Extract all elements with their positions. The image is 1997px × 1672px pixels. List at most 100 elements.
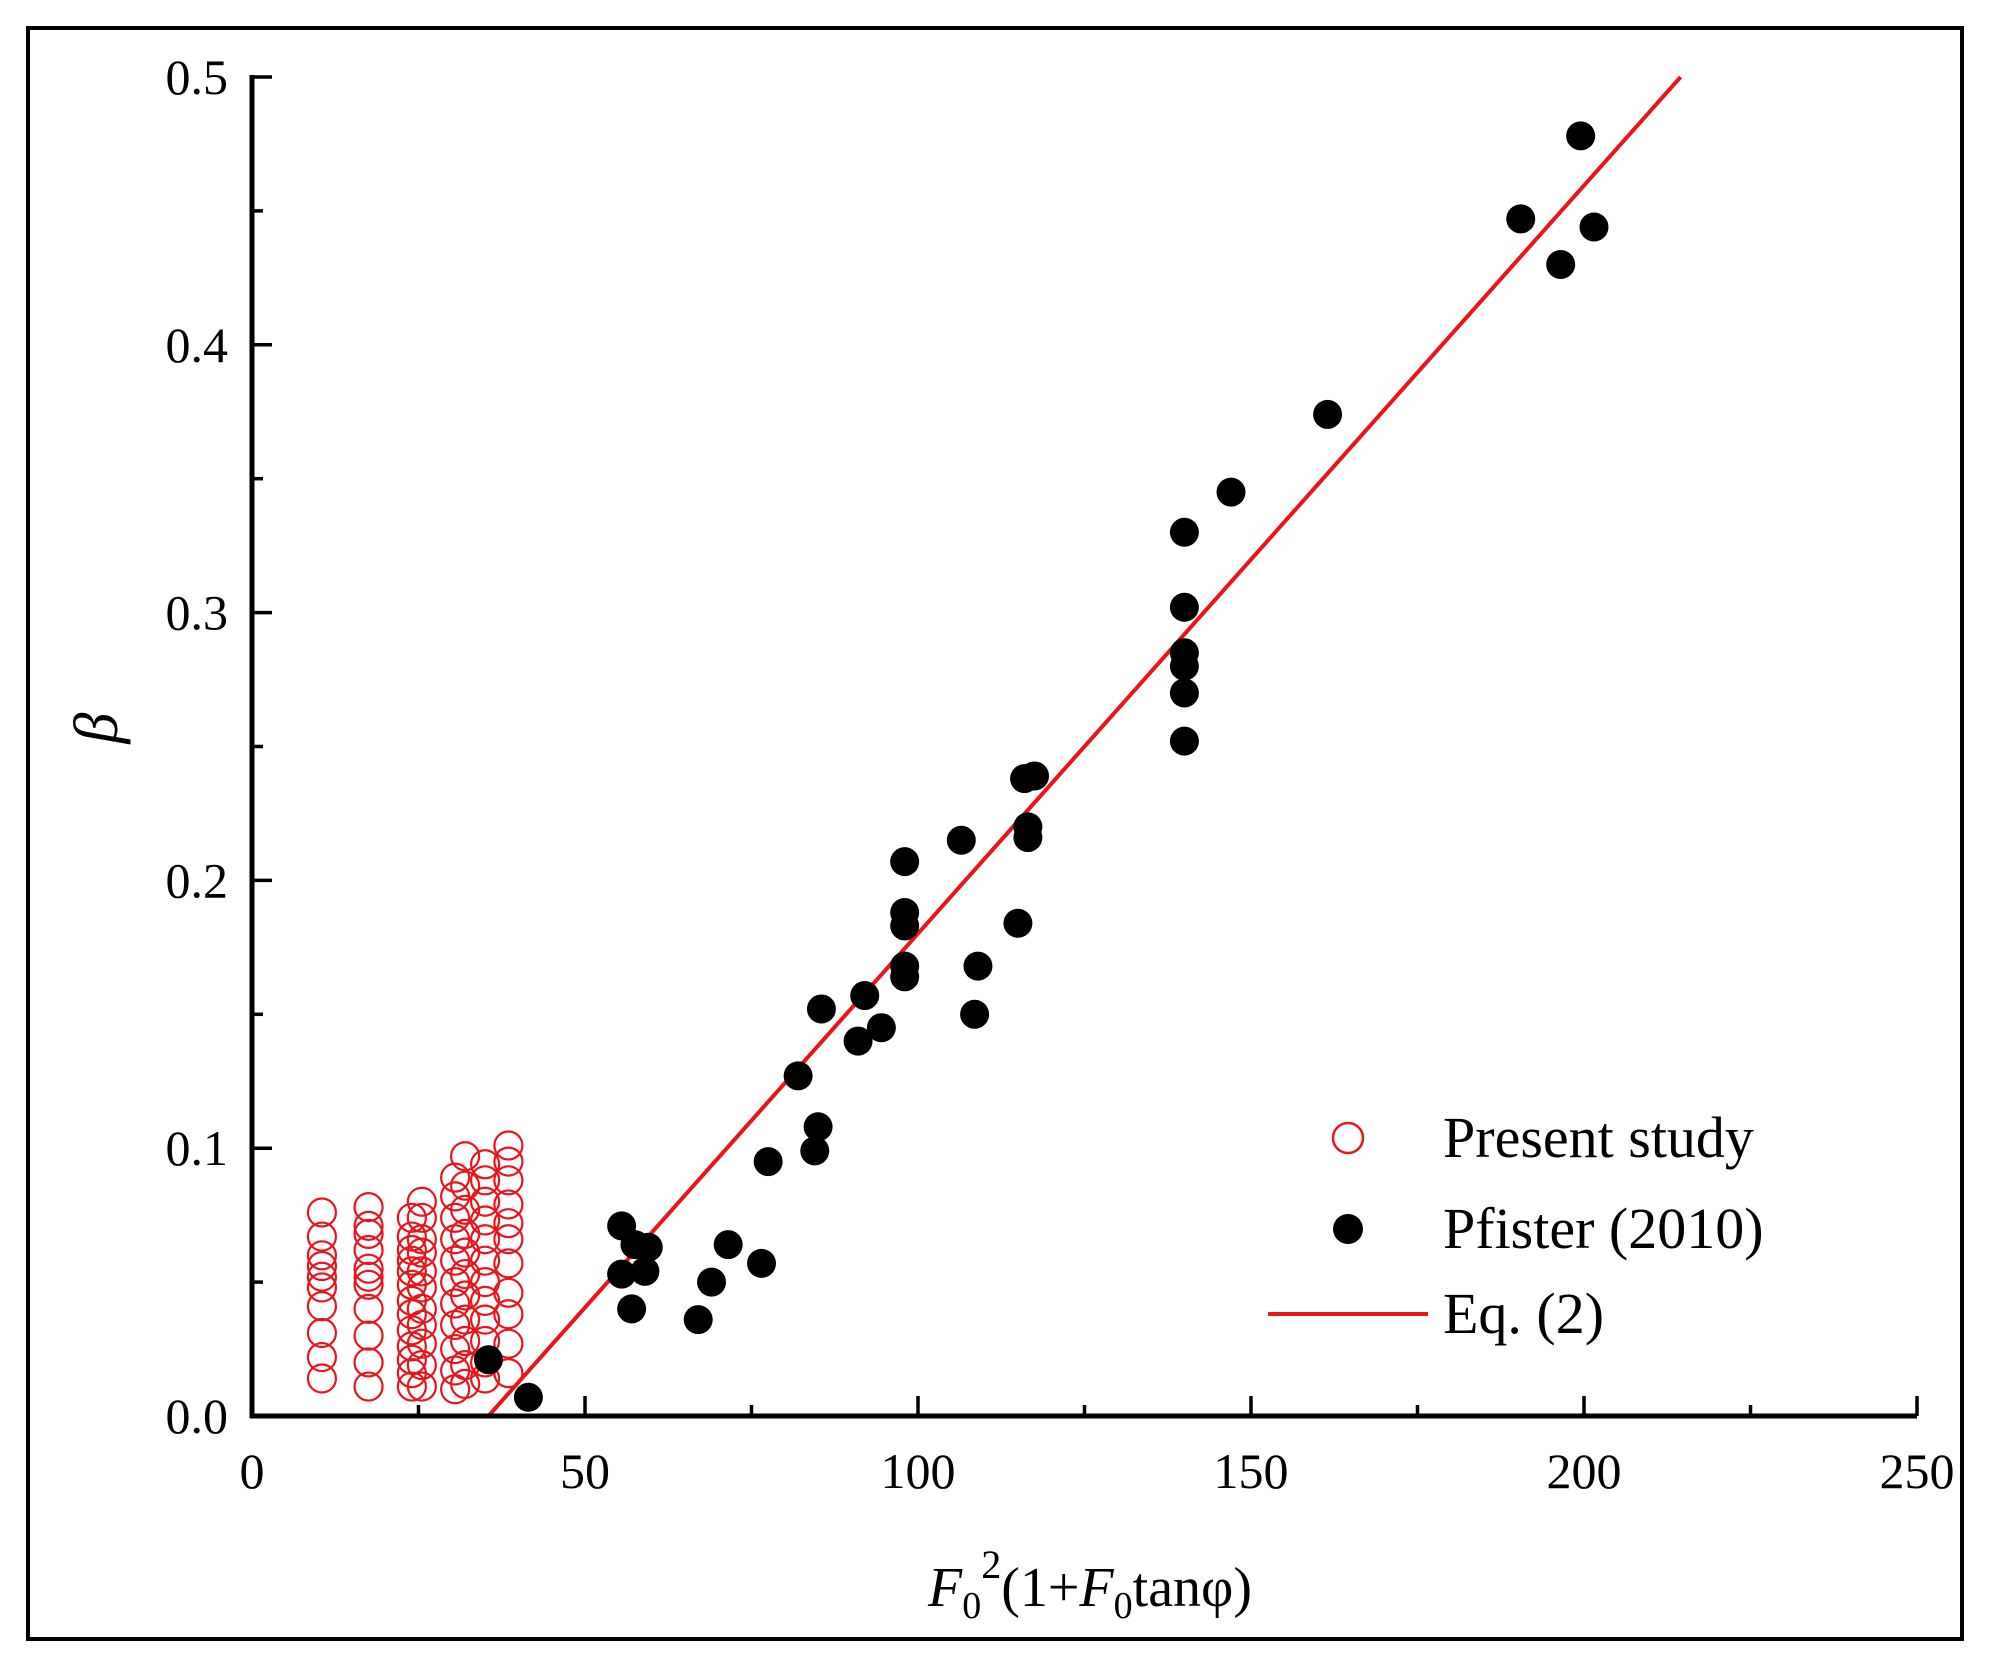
present-study-point-85 — [493, 1248, 524, 1279]
present-study-point-25 — [396, 1256, 427, 1287]
pfister-point-20 — [890, 847, 920, 877]
tick-labels: 0 50 100 150 200 250 0.0 0.1 0.2 0.3 0.4 0.5 — [166, 49, 1955, 1499]
present-study-point-9 — [306, 1363, 338, 1394]
pfister-point-22 — [890, 911, 920, 941]
present-study-point-56 — [450, 1141, 481, 1172]
pfister-point-19 — [866, 1013, 896, 1043]
plot-area — [306, 75, 1683, 1418]
x-axis-title-mid: (1+ — [1001, 1557, 1079, 1619]
pfister-point-26 — [960, 999, 990, 1029]
pfister-point-6 — [630, 1256, 660, 1286]
x-axis-title-tail: tanφ) — [1133, 1557, 1252, 1619]
present-study-point-80 — [493, 1146, 524, 1177]
pfister-point-27 — [963, 951, 993, 981]
present-study-point-0 — [306, 1197, 338, 1228]
legend-item-pfister: Pfister (2010) — [1333, 1196, 1764, 1261]
pfister-point-4 — [617, 1294, 647, 1324]
present-study-point-79 — [493, 1130, 524, 1161]
present-study-point-20 — [353, 1371, 384, 1402]
pfister-point-16 — [806, 994, 836, 1024]
pfister-point-38 — [1169, 726, 1199, 756]
present-study-point-81 — [493, 1165, 524, 1196]
pfister-point-41 — [1506, 204, 1536, 234]
x-tick-label-5: 250 — [1880, 1443, 1955, 1499]
pfister-point-36 — [1169, 651, 1199, 681]
pfister-point-17 — [843, 1026, 873, 1056]
axes — [249, 75, 1919, 1419]
present-study-point-41 — [406, 1309, 437, 1341]
x-tick-label-2: 100 — [881, 1443, 956, 1499]
pfister-point-43 — [1566, 121, 1596, 151]
present-study-point-66 — [450, 1368, 481, 1399]
present-study-point-21 — [396, 1202, 427, 1233]
x-axis-title-sub1: 0 — [962, 1585, 981, 1627]
present-study-point-89 — [493, 1358, 524, 1389]
pfister-point-39 — [1216, 477, 1246, 507]
legend-marker-filled-circle — [1333, 1214, 1363, 1244]
present-study-point-2 — [306, 1240, 338, 1271]
x-axis-title-sub2: 0 — [1114, 1585, 1133, 1627]
pfister-point-42 — [1546, 249, 1576, 279]
pfister-point-32 — [1020, 761, 1050, 791]
legend-label-present-study: Present study — [1443, 1105, 1754, 1170]
y-tick-label-1: 0.1 — [166, 1120, 229, 1176]
y-tick-label-4: 0.4 — [166, 317, 229, 373]
y-tick-label-3: 0.3 — [166, 585, 229, 641]
present-study-point-38 — [406, 1256, 437, 1287]
present-study-point-5 — [306, 1272, 338, 1303]
pfister-point-3 — [607, 1259, 637, 1289]
chart-frame — [26, 26, 1964, 1641]
present-study-point-14 — [353, 1253, 384, 1284]
present-study-point-17 — [353, 1293, 384, 1324]
x-axis-title-base: F — [927, 1557, 963, 1619]
pfister-point-37 — [1169, 678, 1199, 708]
pfister-point-14 — [800, 1136, 830, 1166]
pfister-point-33 — [1169, 517, 1199, 547]
pfister-point-24 — [890, 962, 920, 992]
present-study-point-88 — [493, 1328, 524, 1359]
present-study-point-10 — [353, 1192, 384, 1223]
pfister-point-11 — [746, 1248, 776, 1278]
present-study-point-43 — [406, 1350, 437, 1381]
x-axis-title: F02(1+F0tanφ) — [927, 1542, 1252, 1627]
present-study-point-8 — [306, 1341, 338, 1373]
present-study-point-53 — [440, 1333, 471, 1365]
legend: Present study Pfister (2010) Eq. (2) — [1268, 1105, 1764, 1346]
present-study-point-74 — [470, 1285, 501, 1316]
present-study-point-33 — [396, 1371, 427, 1402]
present-study-point-84 — [493, 1224, 524, 1255]
pfister-point-28 — [1003, 908, 1033, 938]
present-study-point-36 — [406, 1224, 437, 1255]
pfister-point-10 — [713, 1230, 743, 1260]
legend-label-pfister: Pfister (2010) — [1443, 1196, 1764, 1261]
y-tick-label-0: 0.0 — [166, 1388, 229, 1444]
present-study-point-39 — [406, 1272, 437, 1303]
pfister-point-7 — [633, 1232, 663, 1262]
present-study-point-75 — [470, 1304, 501, 1335]
present-study-point-40 — [406, 1293, 437, 1324]
present-study-point-7 — [306, 1317, 338, 1349]
x-tick-label-0: 0 — [240, 1443, 265, 1499]
present-study-point-34 — [406, 1186, 437, 1217]
pfister-point-31 — [1013, 812, 1043, 842]
present-study-point-19 — [353, 1347, 384, 1378]
pfister-point-25 — [946, 825, 976, 855]
present-study-point-86 — [493, 1277, 524, 1308]
present-study-point-6 — [306, 1291, 338, 1322]
x-axis-title-base2: F — [1078, 1557, 1114, 1619]
present-study-point-69 — [470, 1186, 501, 1217]
y-tick-label-2: 0.2 — [166, 852, 229, 908]
pfister-point-9 — [697, 1267, 727, 1297]
pfister-point-44 — [1579, 212, 1609, 242]
present-study-point-67 — [470, 1149, 501, 1180]
pfister-point-13 — [783, 1061, 813, 1091]
present-study-point-4 — [306, 1261, 338, 1292]
present-study-point-13 — [353, 1234, 384, 1266]
x-axis-title-sup: 2 — [981, 1542, 1001, 1587]
pfister-point-12 — [753, 1147, 783, 1177]
y-axis-title: β — [63, 712, 131, 744]
pfister-point-1 — [513, 1382, 543, 1412]
present-study-point-35 — [406, 1202, 437, 1233]
present-study-point-42 — [406, 1328, 437, 1359]
